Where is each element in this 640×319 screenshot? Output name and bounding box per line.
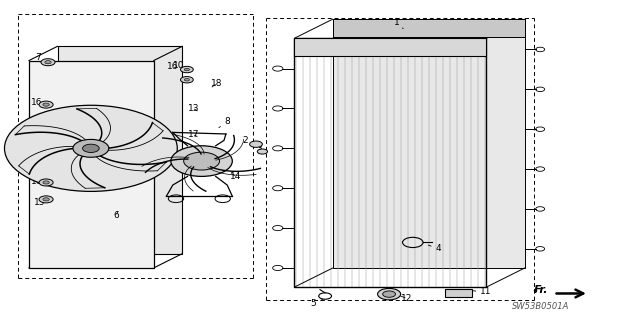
Text: 11: 11 xyxy=(470,287,492,296)
Circle shape xyxy=(39,196,53,203)
Circle shape xyxy=(180,77,193,83)
Text: SW53B0501A: SW53B0501A xyxy=(512,302,570,311)
Circle shape xyxy=(73,139,109,157)
Circle shape xyxy=(4,105,177,191)
Text: 14: 14 xyxy=(230,172,241,181)
Text: 5: 5 xyxy=(311,299,323,308)
Circle shape xyxy=(257,149,268,154)
Circle shape xyxy=(41,59,55,66)
Polygon shape xyxy=(29,61,154,268)
Text: 8: 8 xyxy=(219,117,230,128)
Bar xyxy=(294,38,486,56)
Text: 2: 2 xyxy=(242,136,253,145)
Polygon shape xyxy=(58,46,182,254)
Polygon shape xyxy=(333,19,525,268)
Text: 4: 4 xyxy=(428,244,441,253)
Text: Fr.: Fr. xyxy=(533,285,548,295)
Text: 6: 6 xyxy=(114,211,119,220)
Text: 12: 12 xyxy=(401,294,412,303)
Circle shape xyxy=(180,66,193,73)
Circle shape xyxy=(83,144,99,152)
Text: 16: 16 xyxy=(167,63,182,71)
Circle shape xyxy=(184,68,189,71)
Text: 10: 10 xyxy=(173,61,189,70)
Text: 16: 16 xyxy=(31,98,48,107)
Circle shape xyxy=(378,288,401,300)
Text: 7: 7 xyxy=(36,53,45,62)
Polygon shape xyxy=(333,19,525,37)
Circle shape xyxy=(383,291,396,297)
Text: 18: 18 xyxy=(211,79,222,88)
Circle shape xyxy=(171,146,232,176)
Text: 1: 1 xyxy=(394,18,403,29)
Circle shape xyxy=(39,101,53,108)
Circle shape xyxy=(43,198,49,201)
Text: 3: 3 xyxy=(256,144,262,153)
Circle shape xyxy=(39,179,53,186)
Text: 15: 15 xyxy=(34,198,50,207)
Circle shape xyxy=(184,152,220,170)
Circle shape xyxy=(45,61,51,64)
Text: 16: 16 xyxy=(31,177,48,186)
Text: 13: 13 xyxy=(188,104,199,113)
Circle shape xyxy=(43,103,49,106)
Circle shape xyxy=(250,141,262,147)
Circle shape xyxy=(43,181,49,184)
Bar xyxy=(445,289,472,297)
Text: 17: 17 xyxy=(188,130,199,139)
Circle shape xyxy=(184,78,189,81)
